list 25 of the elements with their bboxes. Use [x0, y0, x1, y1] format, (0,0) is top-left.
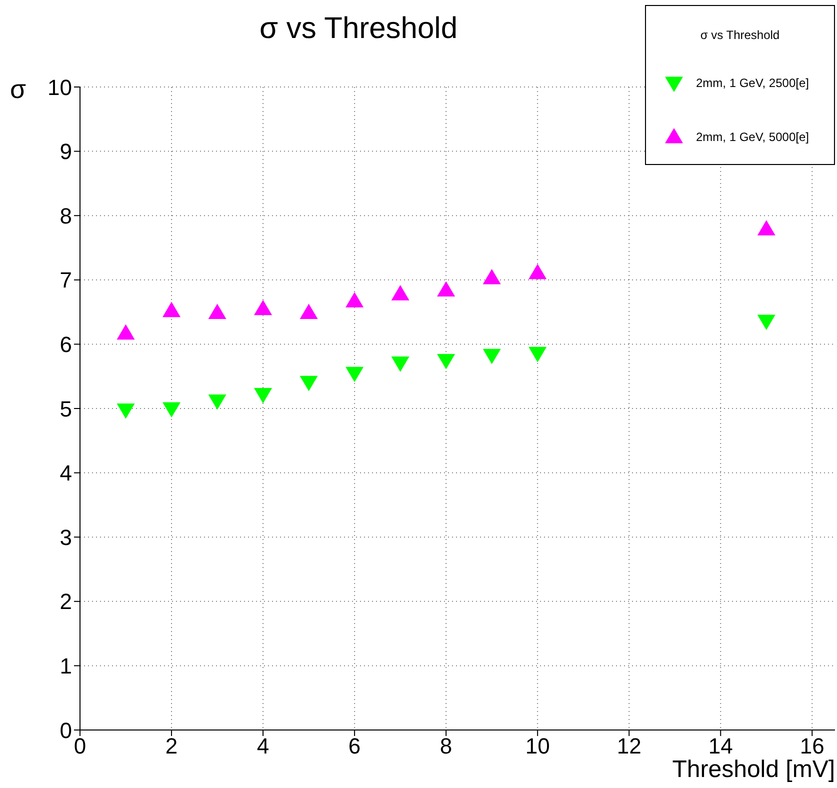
legend-label: 2mm, 1 GeV, 5000[e]	[696, 130, 809, 144]
x-tick-label: 8	[440, 734, 452, 759]
y-tick-label: 0	[60, 718, 72, 743]
x-tick-label: 10	[525, 734, 550, 759]
x-tick-label: 14	[708, 734, 733, 759]
y-tick-label: 2	[60, 589, 72, 614]
x-tick-label: 6	[348, 734, 361, 759]
x-axis-title: Threshold [mV]	[672, 756, 835, 784]
y-tick-label: 3	[60, 524, 72, 550]
x-tick-label: 2	[165, 734, 178, 759]
legend-label: 2mm, 1 GeV, 2500[e]	[696, 76, 809, 90]
y-tick-label: 8	[60, 203, 72, 228]
y-tick-label: 7	[60, 268, 72, 293]
legend-title: σ vs Threshold	[699, 28, 781, 42]
y-tick-label: 4	[60, 460, 72, 486]
y-tick-label: 6	[60, 332, 72, 358]
y-tick-label: 5	[60, 396, 72, 422]
x-tick-label: 4	[256, 734, 270, 759]
y-axis-title: σ	[10, 74, 26, 105]
y-tick-label: 1	[60, 654, 72, 679]
x-tick-label: 16	[800, 734, 824, 759]
chart-title: σ vs Threshold	[259, 12, 458, 45]
y-tick-label: 10	[48, 74, 72, 100]
y-tick-label: 9	[60, 139, 72, 164]
x-tick-label: 12	[616, 734, 642, 759]
